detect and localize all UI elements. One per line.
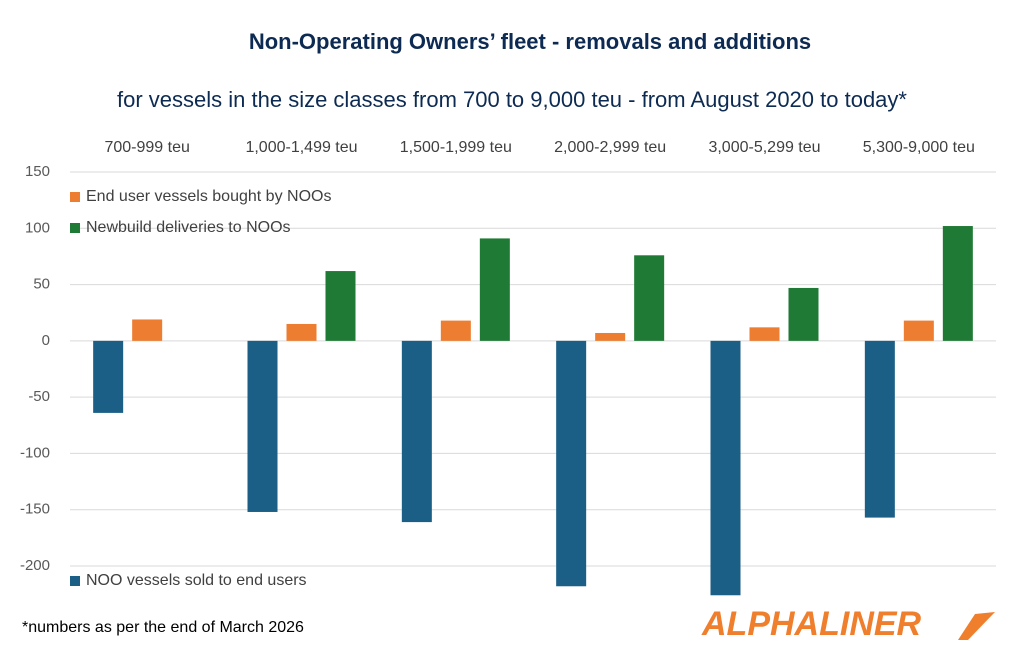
legend-label: Newbuild deliveries to NOOs xyxy=(86,219,291,236)
x-tick-label: 1,000-1,499 teu xyxy=(245,139,357,156)
bar xyxy=(595,332,626,341)
x-tick-label: 2,000-2,999 teu xyxy=(554,139,666,156)
chart-subtitle: for vessels in the size classes from 700… xyxy=(117,87,907,112)
bar xyxy=(903,320,934,341)
legend-swatch xyxy=(70,576,80,586)
bar xyxy=(634,255,665,341)
logo-mark xyxy=(958,612,995,640)
y-tick-label: 150 xyxy=(25,163,50,180)
y-tick-label: -150 xyxy=(20,501,50,518)
legend-swatch xyxy=(70,192,80,202)
legend-label: NOO vessels sold to end users xyxy=(86,572,307,589)
y-tick-label: -200 xyxy=(20,557,50,574)
bar xyxy=(440,320,471,341)
logo: ALPHALINER xyxy=(701,605,922,643)
bar xyxy=(401,340,432,523)
y-tick-label: 50 xyxy=(33,276,50,293)
footnote: *numbers as per the end of March 2026 xyxy=(22,619,304,636)
bar xyxy=(864,340,895,518)
bar xyxy=(749,327,780,341)
x-tick-label: 1,500-1,999 teu xyxy=(400,139,512,156)
bar xyxy=(247,340,278,512)
chart-title: Non-Operating Owners’ fleet - removals a… xyxy=(249,29,811,54)
bar xyxy=(479,238,510,341)
y-tick-label: 100 xyxy=(25,219,50,236)
y-tick-label: -100 xyxy=(20,444,50,461)
bar xyxy=(556,340,587,587)
y-tick-label: -50 xyxy=(28,388,50,405)
bar xyxy=(942,226,973,341)
bar xyxy=(325,271,356,341)
bar xyxy=(710,340,741,596)
x-tick-label: 3,000-5,299 teu xyxy=(708,139,820,156)
bar xyxy=(286,323,317,341)
bar xyxy=(788,287,819,341)
x-tick-label: 700-999 teu xyxy=(104,139,189,156)
legend-swatch xyxy=(70,223,80,233)
y-tick-label: 0 xyxy=(42,332,50,349)
bar xyxy=(93,340,124,413)
legend-label: End user vessels bought by NOOs xyxy=(86,188,331,205)
x-tick-label: 5,300-9,000 teu xyxy=(863,139,975,156)
bar xyxy=(132,319,163,341)
